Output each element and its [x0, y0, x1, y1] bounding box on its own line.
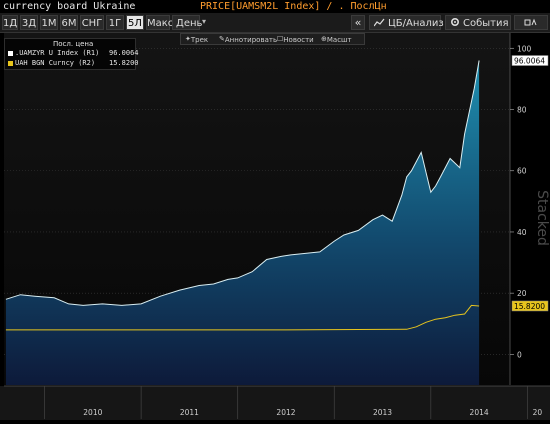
legend-value-fx: 15.8200	[109, 59, 139, 67]
more-tools-button[interactable]	[514, 15, 548, 30]
range-button-6m[interactable]: 6М	[60, 15, 78, 30]
x-axis-band	[0, 386, 550, 420]
range-button-1y[interactable]: 1Г	[106, 15, 124, 30]
last-value-tag-fx-box	[511, 300, 549, 312]
annotate-tool[interactable]: ✎ Аннотировать	[219, 35, 278, 44]
news-tool[interactable]: ☐ Новости	[277, 35, 314, 44]
y-tick-label: 20	[517, 289, 527, 298]
series-line-main	[5, 60, 480, 306]
x-tick-label: 2013	[373, 408, 392, 417]
title-bar: currency board Ukraine PRICE[UAMSM2L Ind…	[0, 0, 550, 13]
line-chart-icon	[373, 18, 385, 27]
y-tick-label: 0	[517, 350, 522, 359]
chart-svg: 100 80 60 40 20 0 96.0064 15.8200 2010 2011 2012 20…	[0, 33, 550, 420]
x-tick-label: 2014	[470, 408, 489, 417]
events-label: События	[463, 18, 509, 29]
range-button-1m[interactable]: 1М	[40, 15, 58, 30]
x-tick-label: 2012	[276, 408, 295, 417]
y-tick-label: 100	[517, 44, 532, 53]
series-area-main	[5, 60, 480, 385]
range-toolbar: 1Д 3Д 1М 6М СНГ 1Г 5Л Макс День ▾ « ЦБ/А…	[0, 13, 550, 33]
legend-header: Посл. цена	[53, 40, 94, 48]
gear-icon	[450, 17, 460, 27]
annotation-toolbar: ✦ Трек ✎ Аннотировать ☐ Новости ⊕ Масшт	[180, 33, 365, 45]
track-tool[interactable]: ✦ Трек	[185, 35, 209, 44]
security-title: PRICE[UAMSM2L Index] / . ПослЦн	[200, 1, 387, 12]
chevron-down-icon[interactable]: ▾	[202, 17, 207, 26]
legend-label: UAH BGN Curncy (R2)	[15, 59, 96, 67]
period-select[interactable]: День	[172, 15, 202, 30]
events-button[interactable]: События	[445, 15, 511, 30]
range-button-5y[interactable]: 5Л	[126, 15, 144, 30]
range-button-ytd[interactable]: СНГ	[80, 15, 104, 30]
zoom-tool[interactable]: ⊕ Масшт	[321, 35, 352, 44]
range-button-1d[interactable]: 1Д	[2, 15, 18, 30]
y-tick-label: 40	[517, 228, 527, 237]
range-button-3d[interactable]: 3Д	[20, 15, 38, 30]
chart-area[interactable]: 100 80 60 40 20 0 96.0064 15.8200 2010 2011 2012 20…	[0, 33, 550, 420]
analysis-label: ЦБ/Анализ	[388, 18, 444, 29]
x-tick-label: 2011	[180, 408, 199, 417]
y-tick-label: 60	[517, 167, 527, 176]
last-value-tag-main: 96.0064	[514, 57, 545, 66]
legend-value-main: 96.0064	[109, 49, 139, 57]
y-tick-label: 80	[517, 106, 527, 115]
legend-label: .UAMZYR U Index (R1)	[15, 49, 100, 57]
series-line-fx	[5, 304, 480, 331]
last-value-tag-fx: 15.8200	[514, 302, 545, 311]
legend-item-main[interactable]: .UAMZYR U Index (R1)	[8, 49, 99, 57]
legend-item-fx[interactable]: UAH BGN Curncy (R2)	[8, 59, 95, 67]
range-button-max[interactable]: Макс	[146, 15, 173, 30]
legend: Посл. цена .UAMZYR U Index (R1) 96.0064 …	[4, 38, 139, 70]
chart-title: currency board Ukraine	[3, 1, 136, 12]
last-value-tag-main-box	[511, 55, 549, 66]
legend-swatch	[8, 50, 13, 56]
tools-icon	[524, 18, 537, 26]
legend-swatch	[8, 60, 13, 66]
collapse-button[interactable]: «	[351, 15, 365, 30]
stacked-watermark: Stacked	[534, 190, 550, 246]
x-tick-label: 20	[533, 408, 543, 417]
x-tick-label: 2010	[83, 408, 102, 417]
analysis-button[interactable]: ЦБ/Анализ	[369, 15, 444, 30]
